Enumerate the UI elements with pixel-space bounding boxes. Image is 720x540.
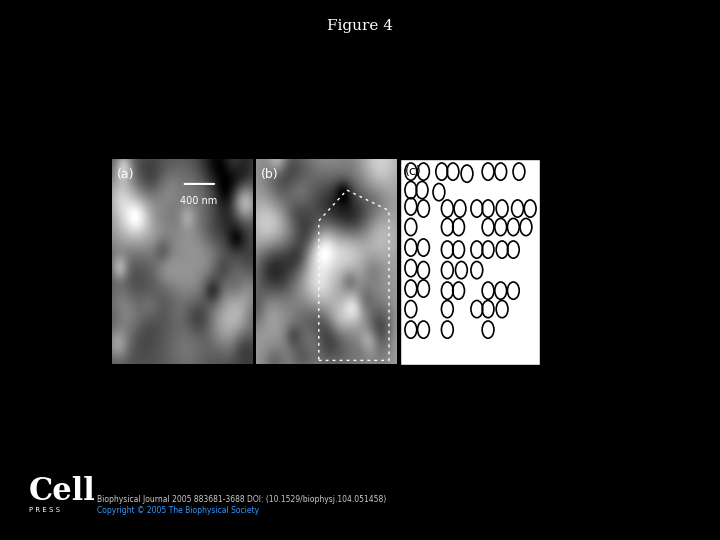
Text: Figure 4: Figure 4 xyxy=(327,19,393,33)
Text: (c): (c) xyxy=(405,165,422,178)
Text: (b): (b) xyxy=(261,167,279,180)
Text: 400 nm: 400 nm xyxy=(180,196,217,206)
Text: Copyright © 2005 The Biophysical Society: Copyright © 2005 The Biophysical Society xyxy=(97,506,259,515)
Text: P R E S S: P R E S S xyxy=(29,507,60,514)
Text: Biophysical Journal 2005 883681-3688 DOI: (10.1529/biophysj.104.051458): Biophysical Journal 2005 883681-3688 DOI… xyxy=(97,495,387,504)
Text: Cell: Cell xyxy=(29,476,96,507)
Text: (a): (a) xyxy=(117,167,135,180)
